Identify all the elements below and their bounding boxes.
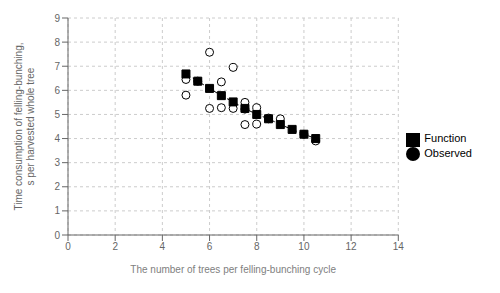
svg-text:8: 8 (254, 241, 260, 252)
svg-text:0: 0 (65, 241, 71, 252)
svg-text:7: 7 (54, 61, 60, 72)
svg-text:5: 5 (54, 109, 60, 120)
svg-text:12: 12 (346, 241, 358, 252)
html-text:Observed: Observed (424, 146, 472, 159)
svg-text:The number of trees per fellin: The number of trees per felling-bunching… (130, 264, 336, 275)
svg-text:10: 10 (298, 241, 310, 252)
svg-text:2: 2 (112, 241, 118, 252)
svg-text:1: 1 (54, 205, 60, 216)
svg-text:14: 14 (393, 241, 405, 252)
svg-text:0: 0 (54, 230, 60, 241)
svg-text:Time consumption of felling-bu: Time consumption of felling-bunching,s p… (13, 42, 36, 210)
svg-text:8: 8 (54, 37, 60, 48)
svg-text:4: 4 (54, 133, 60, 144)
html-text:Function: Function (424, 132, 467, 145)
svg-text:6: 6 (207, 241, 213, 252)
svg-text:4: 4 (160, 241, 166, 252)
svg-text:3: 3 (54, 157, 60, 168)
svg-text:2: 2 (54, 181, 60, 192)
svg-text:9: 9 (54, 13, 60, 24)
svg-text:6: 6 (54, 85, 60, 96)
